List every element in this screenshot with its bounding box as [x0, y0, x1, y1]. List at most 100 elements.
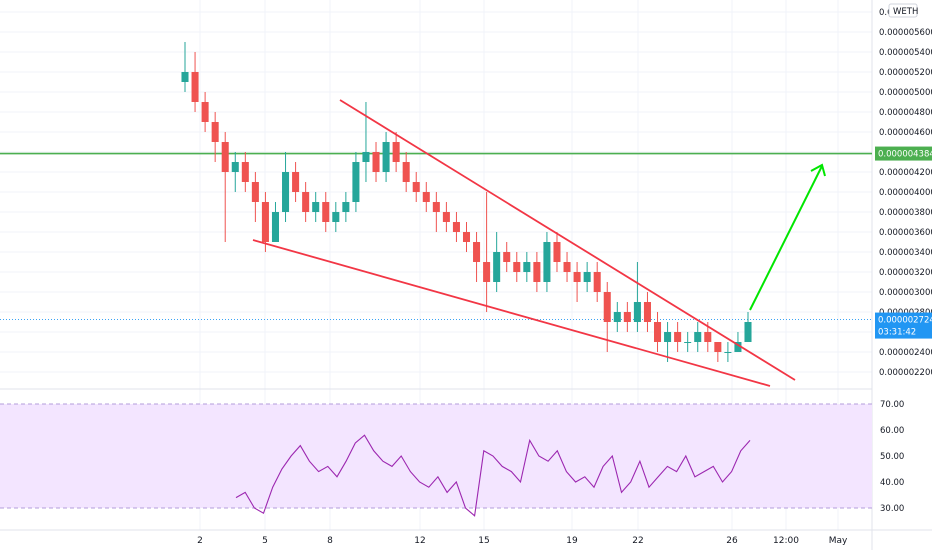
price-tick-label: 0.0000052000 — [879, 68, 932, 78]
candle-body — [452, 222, 460, 232]
candle-body — [653, 322, 662, 342]
candle-body — [231, 162, 239, 172]
price-tick-label: 0.0000030000 — [879, 288, 932, 298]
price-tick-label: 0.0000022000 — [879, 368, 932, 378]
candle-body — [282, 172, 290, 212]
time-tick-label: May — [829, 536, 848, 546]
candle-body — [563, 262, 571, 272]
time-tick-label: 12:00 — [773, 536, 799, 546]
time-tick-label: 5 — [262, 536, 268, 546]
candle-body — [362, 152, 370, 162]
candle-body — [251, 182, 259, 202]
price-tick-label: 0.0000034000 — [879, 248, 932, 258]
price-tick-label: 0.0000056000 — [879, 28, 932, 38]
candle-body — [533, 262, 541, 282]
candle-body — [312, 202, 320, 212]
current-price-badge — [875, 312, 932, 339]
candle-body — [241, 162, 249, 182]
projection-arrow — [749, 165, 823, 311]
candle-body — [593, 272, 601, 292]
candle-body — [714, 342, 722, 352]
candle-body — [442, 212, 450, 222]
candle-body — [462, 232, 471, 242]
lower-trendline — [252, 239, 771, 387]
rsi-tick-label: 60.00 — [880, 426, 904, 436]
price-tick-label: 0.0000048000 — [879, 108, 932, 118]
rsi-tick-label: 70.00 — [880, 400, 904, 410]
candle-body — [322, 202, 330, 222]
candle-body — [352, 162, 360, 202]
candle-body — [543, 242, 551, 282]
candle-body — [302, 192, 310, 212]
price-tick-label: 0.0000036000 — [879, 228, 932, 238]
price-tick-label: 0.0000032000 — [879, 268, 932, 278]
trendlines[interactable] — [252, 99, 826, 387]
candle-body — [513, 262, 521, 272]
candle-body — [181, 72, 189, 82]
candle-body — [744, 322, 752, 342]
upper-trendline — [339, 99, 796, 381]
rsi-tick-label: 40.00 — [880, 478, 904, 488]
time-tick-label: 15 — [478, 536, 489, 546]
candle-body — [473, 242, 481, 262]
rsi-band — [0, 404, 872, 508]
candle-body — [623, 312, 631, 322]
candle-body — [402, 162, 410, 182]
candle-body — [221, 142, 229, 172]
time-tick-label: 26 — [726, 536, 738, 546]
candle-body — [664, 332, 672, 342]
price-tick-label: 0.0000042000 — [879, 168, 932, 178]
symbol-tag — [888, 3, 918, 18]
candle-body — [724, 352, 732, 353]
candle-body — [191, 72, 199, 102]
candle-body — [603, 292, 611, 322]
candle-body — [734, 342, 742, 352]
price-tick-label: 0.0 — [879, 8, 893, 18]
price-tick-label: 0.0000050000 — [879, 88, 932, 98]
time-axis[interactable]: 2 5 8 12 15 19 22 26 12:00 May — [197, 536, 848, 546]
candle-body — [523, 262, 531, 272]
candle-body — [483, 262, 491, 282]
candle-body — [694, 332, 702, 342]
time-tick-label: 2 — [197, 536, 203, 546]
rsi-axis: 70.00 60.00 50.00 40.00 30.00 — [880, 400, 904, 514]
time-tick-label: 8 — [327, 536, 333, 546]
rsi-line — [235, 434, 751, 517]
price-tick-label: 0.0000054000 — [879, 48, 932, 58]
projection-arrowhead — [810, 163, 826, 177]
candle-body — [261, 202, 269, 242]
candle-body — [573, 272, 581, 282]
candle-body — [674, 332, 682, 342]
candle-body — [643, 302, 651, 322]
candle-body — [503, 252, 511, 262]
candle-body — [392, 142, 400, 162]
candles — [181, 42, 752, 362]
candle-body — [292, 172, 300, 192]
price-tick-label: 0.0000040000 — [879, 188, 932, 198]
candle-body — [432, 202, 440, 212]
horizontal-level-label: 0.0000043844 — [878, 150, 932, 160]
current-price-label: 0.0000027243 — [878, 316, 932, 326]
time-tick-label: 19 — [566, 536, 578, 546]
price-tick-label: 0.0000024000 — [879, 348, 932, 358]
candle-body — [583, 272, 591, 282]
price-tick-label: 0.0000038000 — [879, 208, 932, 218]
symbol-label: WETH — [893, 7, 918, 17]
price-tick-label: 0.0000046000 — [879, 128, 932, 138]
candle-body — [271, 212, 280, 242]
candle-body — [553, 242, 561, 262]
candle-body — [613, 312, 621, 322]
candle-body — [201, 102, 209, 122]
candle-body — [342, 202, 350, 212]
rsi-tick-label: 50.00 — [880, 452, 904, 462]
bar-countdown-label: 03:31:42 — [878, 328, 916, 338]
time-tick-label: 22 — [632, 536, 643, 546]
candle-body — [493, 252, 501, 282]
candle-body — [633, 302, 641, 322]
candle-body — [382, 142, 390, 172]
candle-body — [211, 122, 219, 142]
candle-body — [332, 212, 340, 222]
rsi-tick-label: 30.00 — [880, 504, 904, 514]
